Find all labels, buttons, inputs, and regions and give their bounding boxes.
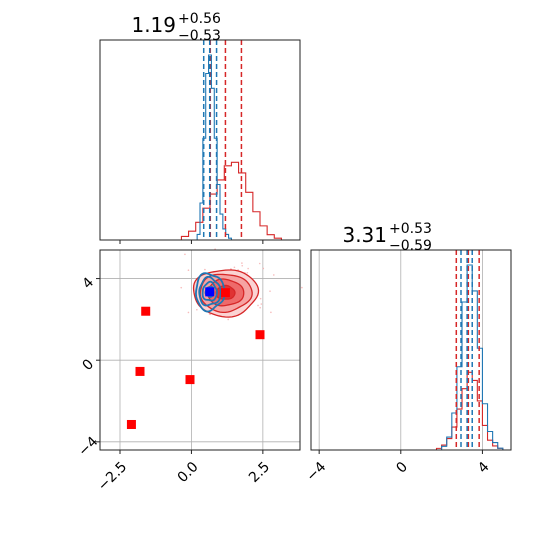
sample-dot: [227, 318, 230, 321]
x-tick-label: 4: [475, 459, 493, 477]
sample-dot: [257, 304, 259, 307]
sample-dot: [270, 311, 272, 314]
sample-dot: [187, 311, 190, 314]
hist-y-panel: −4 0 4 3.31 +0.53−0.59: [304, 221, 512, 485]
red-marker: [220, 288, 230, 298]
blue-contour: [195, 272, 226, 313]
sample-dot: [187, 269, 190, 271]
sample-dot: [180, 286, 183, 289]
sample-dot: [209, 313, 212, 316]
sample-dot: [269, 290, 271, 292]
y-tick-label: 4: [80, 275, 98, 293]
x-tick-label: 0: [393, 459, 411, 477]
sample-dot: [241, 262, 243, 264]
sample-dot: [258, 262, 261, 265]
panel-frame: [310, 249, 512, 451]
sample-dot: [233, 266, 236, 269]
sample-dot: [247, 267, 249, 270]
sample-dot: [204, 268, 206, 271]
sample-dot: [241, 264, 244, 267]
blue-contour: [198, 275, 222, 307]
panel-title-value: 3.31: [342, 223, 387, 247]
red-marker: [185, 375, 195, 385]
y-tick-label: 0: [80, 356, 98, 374]
panel-title-plus: +0.53: [389, 221, 432, 237]
hist-x-panel: 1.19 +0.56−0.53: [99, 11, 301, 244]
x-tick-label: 0.0: [175, 459, 202, 486]
red-histogram: [180, 161, 282, 240]
x-tick-label: −4: [304, 459, 330, 485]
blue-histogram: [196, 54, 232, 240]
blue-contour: [201, 280, 218, 302]
panel-frame: [99, 249, 301, 451]
sample-dot: [260, 303, 263, 305]
blue-marker: [205, 287, 215, 297]
x-tick-label: −2.5: [95, 459, 130, 494]
sample-dot: [273, 274, 275, 276]
x-tick-label: 2.5: [246, 459, 273, 486]
sample-dot: [184, 253, 186, 256]
red-marker: [135, 366, 145, 376]
red-marker: [255, 330, 265, 340]
scatter-2d-panel: −2.5 0.0 2.5 −4 0 4: [75, 248, 303, 494]
panel-title-minus: −0.53: [178, 28, 221, 44]
sample-dot: [301, 286, 303, 289]
sample-dot: [259, 306, 261, 309]
red-marker: [141, 306, 151, 316]
panel-title-plus: +0.56: [178, 11, 221, 27]
panel-frame: [99, 39, 301, 241]
sample-dot: [262, 267, 265, 270]
sample-dot: [259, 297, 262, 300]
panel-title-minus: −0.59: [389, 238, 432, 254]
y-tick-label: −4: [75, 434, 101, 460]
sample-dot: [246, 271, 249, 274]
panel-title-value: 1.19: [131, 13, 176, 37]
sample-dot: [196, 308, 198, 311]
red-marker: [126, 419, 136, 429]
